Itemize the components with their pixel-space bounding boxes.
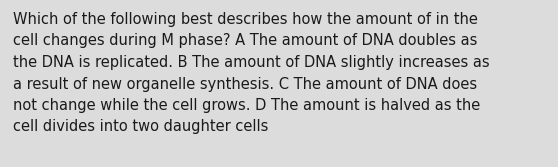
Text: not change while the cell grows. D The amount is halved as the: not change while the cell grows. D The a… bbox=[13, 98, 480, 113]
Text: Which of the following best describes how the amount of in the: Which of the following best describes ho… bbox=[13, 12, 478, 27]
Text: the DNA is replicated. B The amount of DNA slightly increases as: the DNA is replicated. B The amount of D… bbox=[13, 55, 489, 70]
Text: a result of new organelle synthesis. C The amount of DNA does: a result of new organelle synthesis. C T… bbox=[13, 76, 477, 92]
Text: cell divides into two daughter cells: cell divides into two daughter cells bbox=[13, 120, 268, 134]
Text: cell changes during M phase? A The amount of DNA doubles as: cell changes during M phase? A The amoun… bbox=[13, 34, 478, 48]
